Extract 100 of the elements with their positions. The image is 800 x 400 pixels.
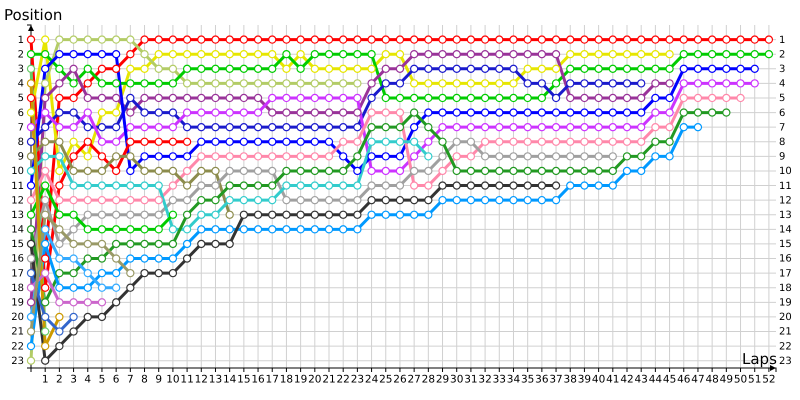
point — [55, 138, 64, 146]
y-tick-label: 18 — [11, 282, 24, 294]
point — [126, 108, 134, 117]
point — [367, 35, 376, 44]
point — [240, 181, 248, 190]
x-tick-label: 6 — [112, 373, 120, 386]
point — [168, 94, 178, 102]
point — [211, 166, 220, 176]
point — [509, 50, 518, 58]
point — [410, 123, 418, 132]
point — [722, 79, 730, 88]
point — [168, 225, 178, 234]
point — [466, 181, 476, 190]
point — [182, 138, 192, 146]
point — [566, 50, 574, 58]
point — [26, 356, 36, 365]
point — [268, 181, 276, 190]
point — [26, 94, 36, 102]
point — [680, 50, 688, 58]
point — [126, 35, 134, 44]
point — [608, 79, 617, 88]
point — [524, 123, 532, 132]
y-tick-label: 21 — [11, 326, 24, 338]
point — [140, 94, 149, 102]
point — [452, 181, 461, 190]
point — [580, 152, 589, 161]
point — [622, 108, 632, 117]
point — [84, 181, 92, 190]
y2-tick-label: 14 — [779, 224, 792, 236]
point — [622, 166, 632, 176]
point — [55, 298, 64, 306]
point — [566, 79, 574, 88]
x-tick-label: 9 — [155, 373, 162, 386]
x-tick-label: 17 — [266, 373, 279, 386]
point — [41, 35, 50, 44]
point — [112, 254, 120, 263]
point — [140, 196, 149, 204]
point — [168, 138, 178, 146]
y2-tick-label: 10 — [779, 166, 792, 178]
point — [112, 64, 120, 73]
point — [665, 152, 674, 161]
y2-tick-label: 4 — [779, 78, 786, 90]
point — [708, 64, 716, 73]
point — [69, 327, 78, 336]
point — [382, 152, 390, 161]
point — [182, 108, 192, 117]
y-tick-label: 3 — [18, 64, 24, 75]
point — [396, 35, 404, 44]
point — [55, 254, 64, 263]
point — [126, 181, 134, 190]
point — [339, 196, 348, 204]
point — [466, 79, 476, 88]
point — [736, 35, 745, 44]
point — [55, 94, 64, 102]
point — [396, 152, 404, 161]
point — [424, 123, 432, 132]
point — [112, 123, 120, 132]
point — [282, 196, 291, 204]
point — [708, 79, 716, 88]
point — [396, 210, 404, 219]
point — [112, 298, 120, 306]
point — [268, 50, 276, 58]
point — [41, 356, 50, 365]
point — [282, 181, 291, 190]
point — [282, 166, 291, 176]
point — [708, 35, 716, 44]
point — [98, 181, 106, 190]
point — [69, 166, 78, 176]
y2-tick-label: 9 — [779, 152, 786, 163]
point — [580, 79, 589, 88]
point — [140, 181, 149, 190]
point — [495, 94, 504, 102]
point — [637, 138, 646, 146]
point — [594, 181, 603, 190]
point — [410, 138, 418, 146]
point — [466, 94, 476, 102]
point — [98, 312, 106, 322]
point — [84, 312, 92, 322]
point — [126, 94, 134, 102]
point — [310, 64, 319, 73]
y-tick-label: 4 — [18, 78, 24, 90]
point — [112, 79, 120, 88]
point — [126, 64, 134, 73]
point — [182, 64, 192, 73]
point — [382, 94, 390, 102]
point — [622, 64, 632, 73]
point — [254, 181, 262, 190]
point — [140, 108, 149, 117]
point — [154, 35, 163, 44]
point — [410, 181, 418, 190]
point — [55, 50, 64, 58]
point — [438, 50, 447, 58]
point — [552, 94, 560, 102]
point — [722, 94, 730, 102]
point — [55, 268, 64, 278]
point — [282, 50, 291, 58]
point — [396, 138, 404, 146]
point — [26, 166, 36, 176]
point — [480, 108, 490, 117]
point — [524, 108, 532, 117]
